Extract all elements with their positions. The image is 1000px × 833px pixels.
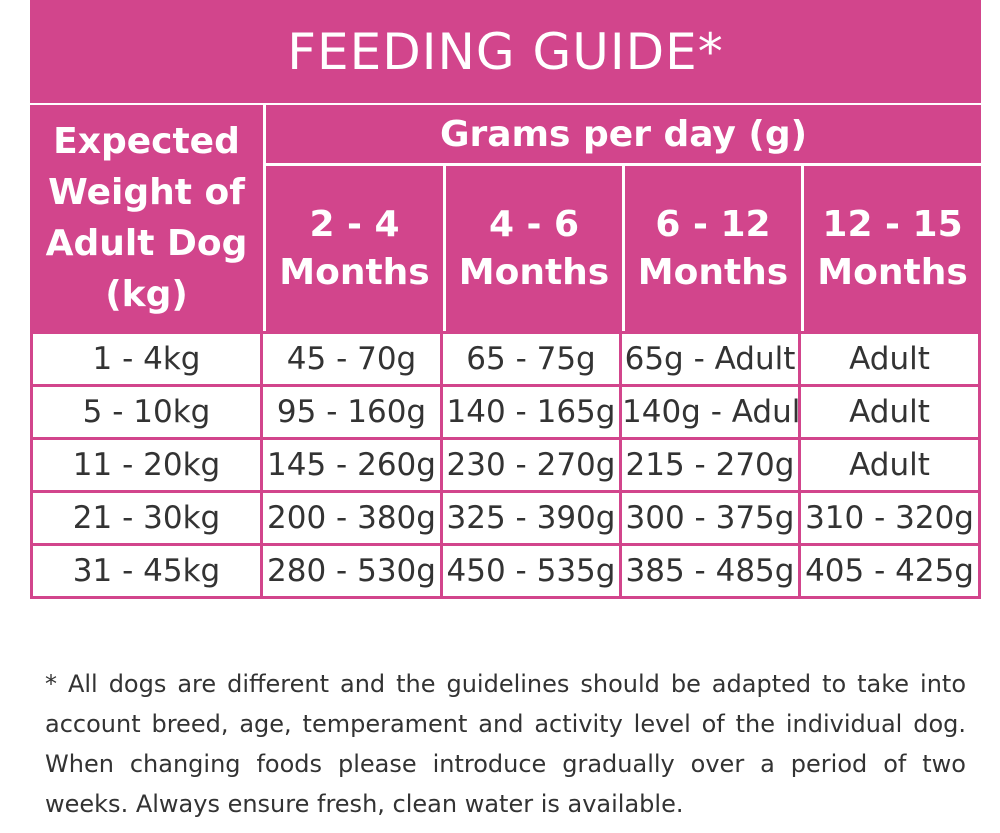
- feeding-table: Expected Weight of Adult Dog (kg) Grams …: [30, 105, 982, 599]
- age-unit: Months: [458, 251, 610, 293]
- weight-cell: 11 - 20kg: [30, 440, 263, 493]
- weight-cell: 5 - 10kg: [30, 387, 263, 440]
- table-row: 31 - 45kg 280 - 530g 450 - 535g 385 - 48…: [30, 546, 982, 599]
- age-header-6-12: 6 - 12 Months: [622, 163, 801, 331]
- age-range: 12 - 15: [822, 203, 963, 245]
- grams-per-day-header: Grams per day (g): [263, 105, 982, 163]
- feeding-guide: FEEDING GUIDE* Expected Weight of Adult …: [30, 0, 982, 599]
- feeding-guide-title: FEEDING GUIDE*: [30, 0, 981, 103]
- table-row: 11 - 20kg 145 - 260g 230 - 270g 215 - 27…: [30, 440, 982, 493]
- grams-cell: Adult: [801, 387, 982, 440]
- table-row: 5 - 10kg 95 - 160g 140 - 165g 140g - Adu…: [30, 387, 982, 440]
- grams-cell: 200 - 380g: [263, 493, 443, 546]
- grams-cell: Adult: [801, 440, 982, 493]
- age-unit: Months: [817, 251, 968, 293]
- age-unit: Months: [279, 251, 430, 293]
- grams-cell: 95 - 160g: [263, 387, 443, 440]
- age-range: 4 - 6: [488, 203, 580, 245]
- grams-cell: 325 - 390g: [443, 493, 622, 546]
- age-header-2-4: 2 - 4 Months: [263, 163, 443, 331]
- age-range: 6 - 12: [655, 203, 771, 245]
- weight-header-line: Weight of: [48, 172, 245, 213]
- weight-header-line: (kg): [105, 274, 188, 315]
- grams-cell: 140 - 165g: [443, 387, 622, 440]
- grams-cell: 310 - 320g: [801, 493, 982, 546]
- weight-cell: 21 - 30kg: [30, 493, 263, 546]
- age-unit: Months: [637, 251, 789, 293]
- weight-cell: 31 - 45kg: [30, 546, 263, 599]
- footnote: * All dogs are different and the guideli…: [45, 670, 966, 818]
- weight-header-line: Adult Dog: [45, 223, 248, 264]
- weight-column-header: Expected Weight of Adult Dog (kg): [30, 105, 263, 331]
- grams-cell: 145 - 260g: [263, 440, 443, 493]
- grams-cell: 385 - 485g: [622, 546, 801, 599]
- age-range: 2 - 4: [309, 203, 400, 245]
- weight-header-line: Expected: [53, 121, 240, 162]
- table-row: 1 - 4kg 45 - 70g 65 - 75g 65g - Adult Ad…: [30, 331, 982, 387]
- grams-cell: 140g - Adult: [622, 387, 801, 440]
- grams-cell: 45 - 70g: [263, 331, 443, 387]
- grams-cell: 450 - 535g: [443, 546, 622, 599]
- table-row: 21 - 30kg 200 - 380g 325 - 390g 300 - 37…: [30, 493, 982, 546]
- grams-cell: 300 - 375g: [622, 493, 801, 546]
- grams-cell: 230 - 270g: [443, 440, 622, 493]
- grams-cell: Adult: [801, 331, 982, 387]
- weight-cell: 1 - 4kg: [30, 331, 263, 387]
- grams-cell: 65 - 75g: [443, 331, 622, 387]
- grams-cell: 65g - Adult: [622, 331, 801, 387]
- age-header-12-15: 12 - 15 Months: [801, 163, 982, 331]
- grams-cell: 215 - 270g: [622, 440, 801, 493]
- grams-cell: 405 - 425g: [801, 546, 982, 599]
- age-header-4-6: 4 - 6 Months: [443, 163, 622, 331]
- grams-cell: 280 - 530g: [263, 546, 443, 599]
